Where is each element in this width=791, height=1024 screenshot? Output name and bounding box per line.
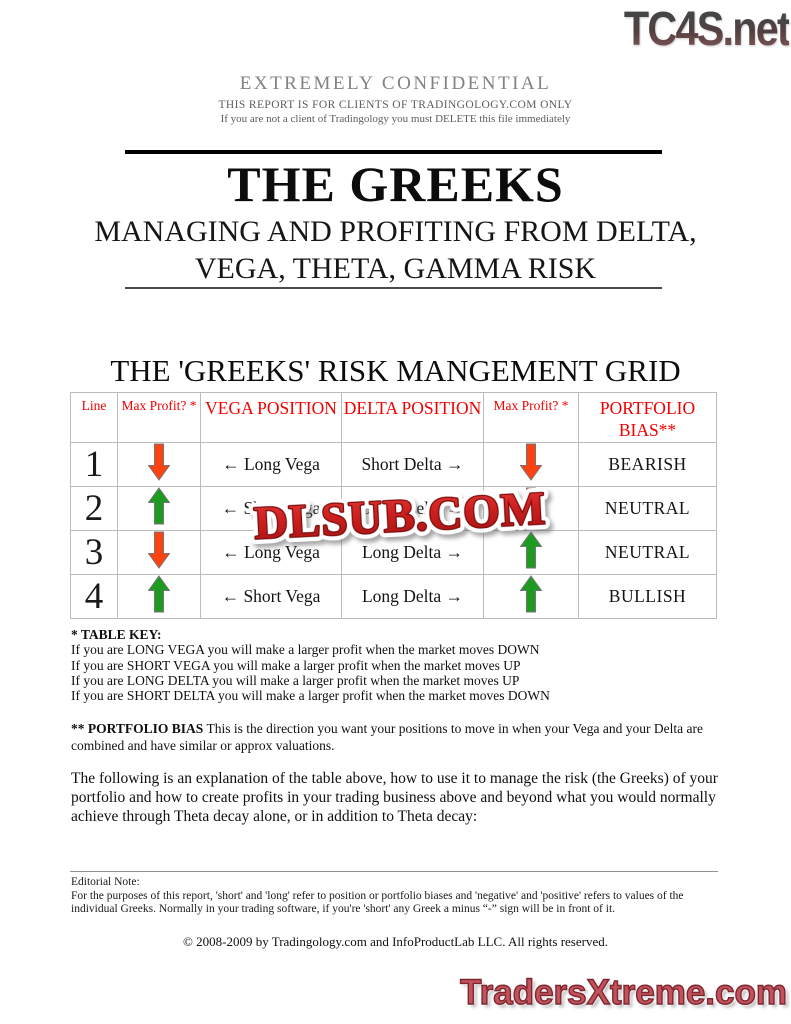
delta-position-cell: Long Delta → bbox=[341, 530, 484, 575]
editorial-note: Editorial Note: For the purposes of this… bbox=[71, 876, 726, 917]
up-arrow-icon bbox=[147, 575, 171, 614]
vega-position-cell: ← Long Vega bbox=[200, 530, 342, 575]
dlsub-watermark: DLSUB.COM DLSUB.COM bbox=[226, 466, 575, 565]
subtitle-line-1: MANAGING AND PROFITING FROM DELTA, bbox=[94, 215, 697, 248]
col-header-vega-position: VEGA POSITION bbox=[200, 392, 342, 443]
title-top-rule bbox=[125, 150, 662, 154]
col-header-max-profit-delta: Max Profit? * bbox=[483, 392, 579, 443]
table-row: 1 ← Long Vega Short Delta → BEARISH bbox=[70, 442, 717, 487]
table-row: 4 ← Short Vega Long Delta → BULLISH bbox=[70, 574, 717, 619]
portfolio-bias-note: ** PORTFOLIO BIAS This is the direction … bbox=[71, 721, 725, 754]
table-key-line-long-vega: If you are LONG VEGA you will make a lar… bbox=[71, 642, 540, 658]
confidential-delete-line: If you are not a client of Tradingology … bbox=[220, 113, 571, 125]
grid-header-row: Line Max Profit? * VEGA POSITION DELTA P… bbox=[70, 392, 717, 443]
table-key: * TABLE KEY: If you are LONG VEGA you wi… bbox=[71, 627, 550, 703]
portfolio-bias-cell: NEUTRAL bbox=[578, 530, 717, 575]
table-key-line-short-vega: If you are SHORT VEGA you will make a la… bbox=[71, 657, 521, 673]
col-header-delta-position: DELTA POSITION bbox=[341, 392, 484, 443]
confidential-title: EXTREMELY CONFIDENTIAL bbox=[239, 73, 552, 94]
copyright-line: © 2008-2009 by Tradingology.com and Info… bbox=[183, 934, 608, 949]
portfolio-bias-cell: NEUTRAL bbox=[578, 486, 717, 531]
confidential-clients-line: THIS REPORT IS FOR CLIENTS OF TRADINGOLO… bbox=[218, 99, 573, 111]
vega-position-cell: ← Short Vega bbox=[200, 574, 342, 619]
editorial-note-heading: Editorial Note: bbox=[71, 876, 140, 888]
col-header-portfolio-bias: PORTFOLIO BIAS** bbox=[578, 392, 717, 443]
editorial-note-text: For the purposes of this report, 'short'… bbox=[71, 889, 684, 916]
up-arrow-icon bbox=[147, 487, 171, 526]
col-header-max-profit-vega: Max Profit? * bbox=[117, 392, 201, 443]
report-subtitle: MANAGING AND PROFITING FROM DELTA, VEGA,… bbox=[0, 213, 791, 287]
portfolio-bias-cell: BEARISH bbox=[578, 442, 717, 487]
greeks-risk-grid: Line Max Profit? * VEGA POSITION DELTA P… bbox=[70, 392, 717, 619]
editorial-rule bbox=[70, 871, 718, 872]
table-key-heading: * TABLE KEY: bbox=[71, 627, 162, 642]
tradersxtreme-logo: TradersXtreme.com bbox=[459, 972, 787, 1012]
confidential-block: EXTREMELY CONFIDENTIAL THIS REPORT IS FO… bbox=[0, 73, 791, 125]
down-arrow-icon bbox=[519, 443, 543, 482]
table-key-line-short-delta: If you are SHORT DELTA you will make a l… bbox=[71, 688, 550, 704]
delta-position-cell: Long Delta → bbox=[341, 574, 484, 619]
grid-heading: THE 'GREEKS' RISK MANGEMENT GRID bbox=[110, 353, 681, 388]
explanation-paragraph: The following is an explanation of the t… bbox=[71, 770, 718, 825]
delta-position-cell: Short Delta → bbox=[341, 442, 484, 487]
portfolio-bias-note-lead: ** PORTFOLIO BIAS bbox=[71, 721, 204, 736]
table-key-line-long-delta: If you are LONG DELTA you will make a la… bbox=[71, 672, 520, 688]
subtitle-line-2: VEGA, THETA, GAMMA RISK bbox=[194, 252, 597, 285]
portfolio-bias-cell: BULLISH bbox=[578, 574, 717, 619]
line-number: 4 bbox=[70, 574, 118, 619]
down-arrow-icon bbox=[147, 531, 171, 570]
up-arrow-icon bbox=[519, 575, 543, 614]
portfolio-bias-note-text: This is the direction you want your posi… bbox=[71, 721, 703, 753]
down-arrow-icon bbox=[519, 487, 543, 526]
report-title: THE GREEKS bbox=[227, 156, 564, 212]
line-number: 2 bbox=[70, 486, 118, 531]
line-number: 1 bbox=[70, 442, 118, 487]
vega-position-cell: ← Long Vega bbox=[200, 442, 342, 487]
watermark-text: DLSUB.COM bbox=[253, 482, 548, 549]
col-header-line: Line bbox=[70, 392, 118, 443]
down-arrow-icon bbox=[147, 443, 171, 482]
up-arrow-icon bbox=[519, 531, 543, 570]
title-bottom-rule bbox=[125, 287, 662, 289]
tc4s-logo: TC4S.net bbox=[623, 3, 791, 56]
delta-position-cell: Short Delta → bbox=[341, 486, 484, 531]
line-number: 3 bbox=[70, 530, 118, 575]
